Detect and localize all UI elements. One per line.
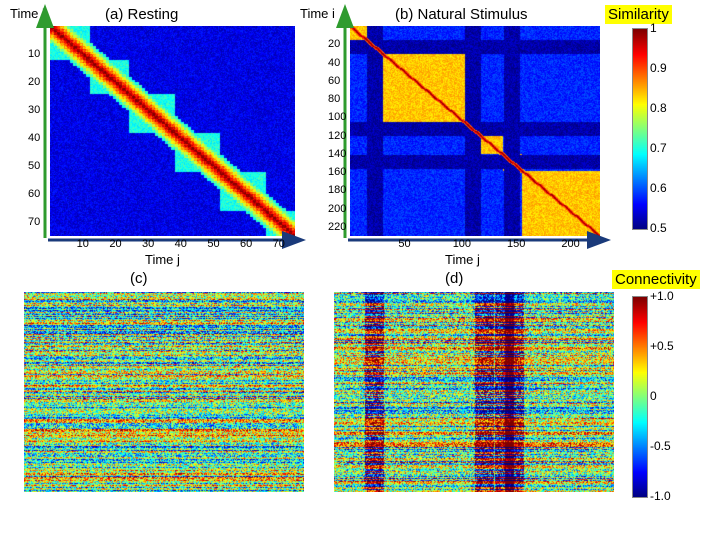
panel_b-ytick: 140 (328, 148, 346, 160)
colorbar_similarity-tick: 0.8 (650, 101, 667, 115)
panel_a-xtick: 50 (207, 238, 219, 250)
panel_a-ytick: 30 (28, 104, 40, 116)
panel_a-ytick: 60 (28, 188, 40, 200)
panel_b-xtick: 100 (453, 238, 471, 250)
panel_b-ytick: 40 (328, 57, 340, 69)
colorbar_connectivity-tick: -1.0 (650, 489, 671, 503)
panel_b-ytick: 200 (328, 203, 346, 215)
panel-c-plot (24, 292, 304, 492)
panel-b-heatmap (350, 26, 600, 236)
panel_a-xtick: 30 (142, 238, 154, 250)
panel_a-ytick: 70 (28, 216, 40, 228)
colorbar_similarity-tick: 0.5 (650, 221, 667, 235)
panel-d-heatmap (334, 292, 614, 492)
panel_b-xtick: 150 (507, 238, 525, 250)
panel_b-ytick: 220 (328, 221, 346, 233)
panel_a-ytick: 50 (28, 160, 40, 172)
panel_b-ytick: 120 (328, 130, 346, 142)
panel-c-heatmap (24, 292, 304, 492)
colorbar_connectivity-tick: +1.0 (650, 289, 674, 303)
panel-d-plot (334, 292, 614, 492)
panel_a-xtick: 60 (240, 238, 252, 250)
panel_b-ytick: 100 (328, 111, 346, 123)
panel_b-ytick: 80 (328, 93, 340, 105)
panel-b-plot (350, 26, 600, 236)
panel_b-ytick: 20 (328, 38, 340, 50)
colorbar_similarity-tick: 1 (650, 21, 657, 35)
colorbar-connectivity-title: Connectivity (612, 270, 700, 289)
panel-b-label: (b) Natural Stimulus (395, 6, 528, 23)
panel_a-ytick: 20 (28, 76, 40, 88)
colorbar_connectivity-tick: -0.5 (650, 439, 671, 453)
panel-a-y-axis-title: Time i (10, 6, 45, 21)
panel_b-xtick: 50 (398, 238, 410, 250)
panel_a-xtick: 10 (77, 238, 89, 250)
panel_b-ytick: 60 (328, 75, 340, 87)
panel-b-x-axis-title: Time j (445, 252, 480, 267)
colorbar-similarity-title: Similarity (605, 5, 672, 24)
panel_a-ytick: 10 (28, 48, 40, 60)
panel_b-ytick: 160 (328, 166, 346, 178)
panel_a-xtick: 70 (273, 238, 285, 250)
panel_a-ytick: 40 (28, 132, 40, 144)
colorbar_similarity-tick: 0.6 (650, 181, 667, 195)
panel-a-plot (50, 26, 295, 236)
colorbar_connectivity-tick: 0 (650, 389, 657, 403)
panel_b-xtick: 200 (561, 238, 579, 250)
panel_a-xtick: 40 (175, 238, 187, 250)
colorbar_similarity-tick: 0.7 (650, 141, 667, 155)
colorbar_connectivity-tick: +0.5 (650, 339, 674, 353)
panel_b-ytick: 180 (328, 184, 346, 196)
panel-c-label: (c) (130, 270, 148, 287)
colorbar-connectivity: -1.0-0.50+0.5+1.0 (632, 296, 646, 496)
panel-a-x-axis-title: Time j (145, 252, 180, 267)
colorbar-connectivity-canvas (632, 296, 648, 498)
panel-b-y-axis-title: Time i (300, 6, 335, 21)
panel-a-heatmap (50, 26, 295, 236)
panel-d-label: (d) (445, 270, 463, 287)
panel_a-xtick: 20 (109, 238, 121, 250)
colorbar-similarity: 0.50.60.70.80.91 (632, 28, 646, 228)
colorbar-similarity-canvas (632, 28, 648, 230)
colorbar_similarity-tick: 0.9 (650, 61, 667, 75)
panel-a-label: (a) Resting (105, 6, 178, 23)
